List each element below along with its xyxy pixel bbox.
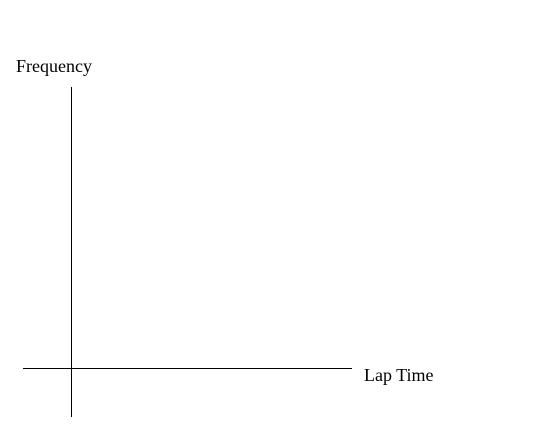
- y-axis-label: Frequency: [16, 56, 92, 76]
- x-axis-label: Lap Time: [364, 365, 434, 385]
